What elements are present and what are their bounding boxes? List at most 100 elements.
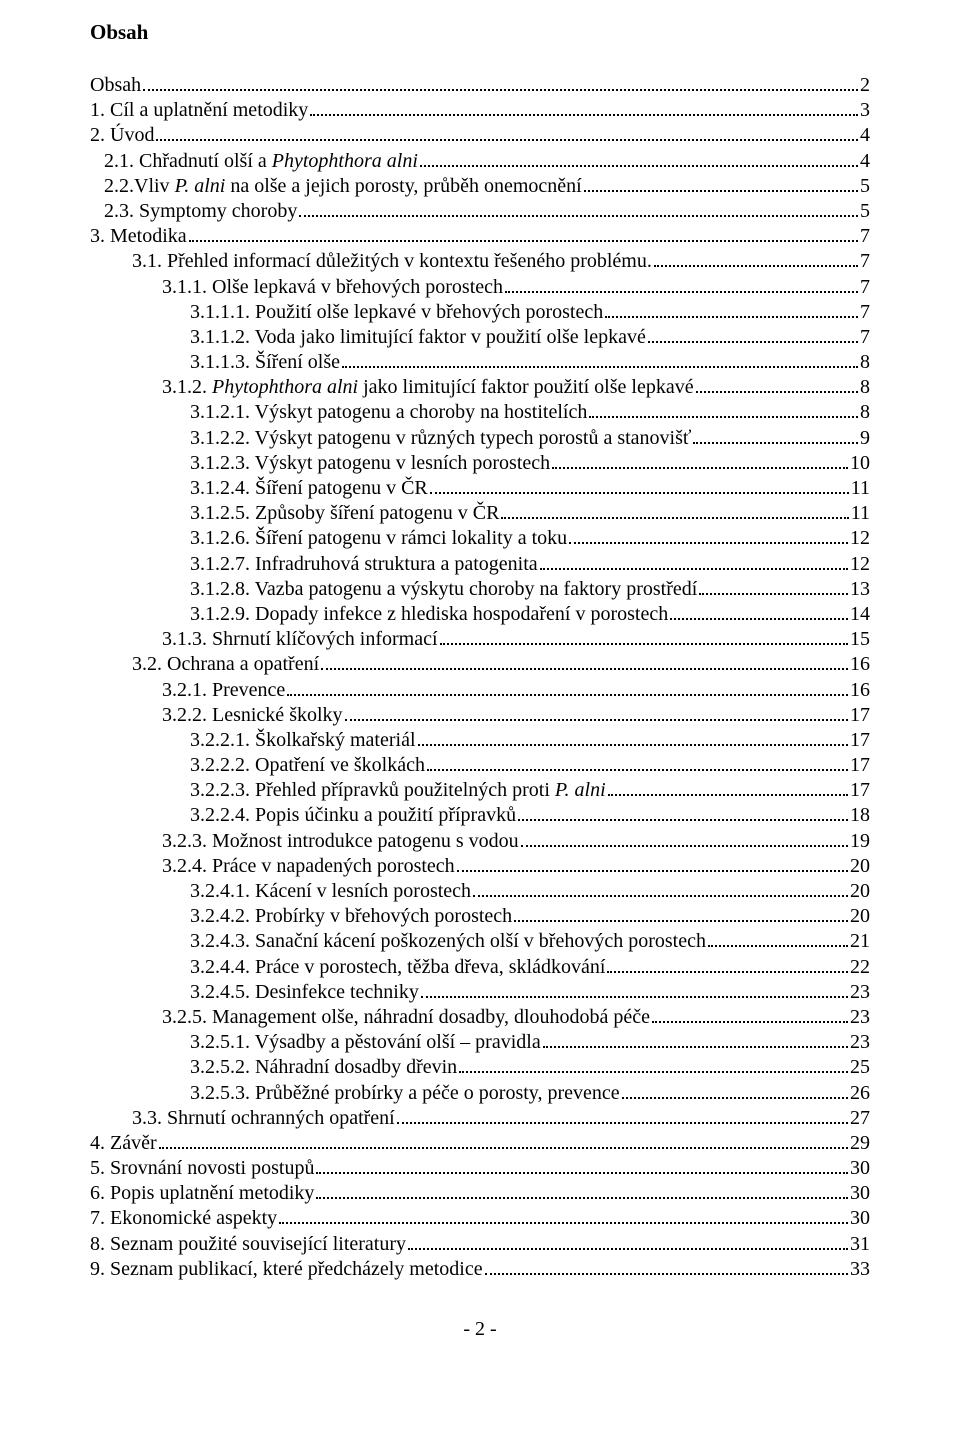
toc-entry-label: 3.1.2.5. Způsoby šíření patogenu v ČR: [190, 501, 499, 526]
toc-entry-page: 21: [850, 929, 870, 954]
toc-entry-label: 3.2.5.1. Výsadby a pěstování olší – prav…: [190, 1030, 541, 1055]
toc-entry: 3.1.2.8. Vazba patogenu a výskytu chorob…: [90, 577, 870, 602]
toc-entry-page: 4: [860, 123, 870, 148]
toc-entry: 3.1.2.7. Infradruhová struktura a patoge…: [90, 552, 870, 577]
toc-entry-label: 3.2.2.4. Popis účinku a použití přípravk…: [190, 803, 516, 828]
toc-entry-label: 3.1.2.1. Výskyt patogenu a choroby na ho…: [190, 400, 587, 425]
toc-entry-label: 3.2.4. Práce v napadených porostech: [162, 854, 455, 879]
toc-entry-page: 9: [860, 426, 870, 451]
toc-entry-label: 7. Ekonomické aspekty: [90, 1206, 277, 1231]
toc-leader-dots: [310, 114, 858, 116]
toc-entry: 3.2.1. Prevence16: [90, 678, 870, 703]
toc-entry-label: 1. Cíl a uplatnění metodiky: [90, 98, 308, 123]
toc-leader-dots: [321, 668, 848, 670]
toc-entry-label: 5. Srovnání novosti postupů: [90, 1156, 314, 1181]
toc-entry-label: 3.2.3. Možnost introdukce patogenu s vod…: [162, 829, 519, 854]
toc-entry: 3.1.3. Shrnutí klíčových informací 15: [90, 627, 870, 652]
toc-entry-page: 17: [850, 703, 870, 728]
toc-entry: 3.2.2.2. Opatření ve školkách17: [90, 753, 870, 778]
toc-entry: 3.2.2.1. Školkařský materiál 17: [90, 728, 870, 753]
toc-entry: Obsah2: [90, 73, 870, 98]
page-number-footer: - 2 -: [90, 1318, 870, 1341]
toc-entry: 3.2.5.1. Výsadby a pěstování olší – prav…: [90, 1030, 870, 1055]
toc-entry-label: 3.1.1.3. Šíření olše: [190, 350, 340, 375]
toc-entry: 3.2. Ochrana a opatření16: [90, 652, 870, 677]
toc-entry: 3.1.2.6. Šíření patogenu v rámci lokalit…: [90, 526, 870, 551]
toc-entry-page: 5: [860, 174, 870, 199]
toc-leader-dots: [418, 744, 848, 746]
toc-entry-label: 2.3. Symptomy choroby: [104, 199, 297, 224]
page-title: Obsah: [90, 20, 870, 45]
toc-entry: 3.2.2. Lesnické školky17: [90, 703, 870, 728]
toc-entry-page: 11: [851, 476, 870, 501]
toc-entry-label: 3.1.1. Olše lepkavá v břehových porostec…: [162, 275, 503, 300]
toc-entry: 3.2.4.1. Kácení v lesních porostech20: [90, 879, 870, 904]
toc-leader-dots: [540, 568, 848, 570]
toc-entry-page: 11: [851, 501, 870, 526]
toc-entry-page: 7: [860, 325, 870, 350]
toc-entry-label: 3.2.2.1. Školkařský materiál: [190, 728, 416, 753]
toc-entry-label: 3.1.2.2. Výskyt patogenu v různých typec…: [190, 426, 691, 451]
toc-entry-page: 7: [860, 249, 870, 274]
toc-entry: 3.1.1.2. Voda jako limitující faktor v p…: [90, 325, 870, 350]
toc-entry: 3.1.2. Phytophthora alni jako limitující…: [90, 375, 870, 400]
toc-entry: 8. Seznam použité související literatury…: [90, 1232, 870, 1257]
toc-leader-dots: [342, 366, 858, 368]
toc-entry-page: 8: [860, 400, 870, 425]
toc-entry-label: 3.2.4.4. Práce v porostech, těžba dřeva,…: [190, 955, 605, 980]
toc-entry-page: 15: [850, 627, 870, 652]
toc-leader-dots: [693, 442, 858, 444]
toc-entry: 3.1.1.1. Použití olše lepkavé v břehovýc…: [90, 300, 870, 325]
toc-entry: 3.1. Přehled informací důležitých v kont…: [90, 249, 870, 274]
toc-entry-label: 3.2.5. Management olše, náhradní dosadby…: [162, 1005, 650, 1030]
toc-entry-label: 3.1.1.1. Použití olše lepkavé v břehovýc…: [190, 300, 603, 325]
toc-entry: 3.2.3. Možnost introdukce patogenu s vod…: [90, 829, 870, 854]
toc-entry-page: 31: [850, 1232, 870, 1257]
toc-entry: 3.2.2.4. Popis účinku a použití přípravk…: [90, 803, 870, 828]
toc-entry-page: 12: [850, 526, 870, 551]
toc-entry-label: 3.1.2.7. Infradruhová struktura a patoge…: [190, 552, 538, 577]
toc-entry-page: 17: [850, 728, 870, 753]
toc-entry: 6. Popis uplatnění metodiky30: [90, 1181, 870, 1206]
toc-entry-label: 3.1.2.6. Šíření patogenu v rámci lokalit…: [190, 526, 567, 551]
toc-entry-page: 16: [850, 652, 870, 677]
toc-leader-dots: [505, 291, 858, 293]
toc-entry-page: 7: [860, 224, 870, 249]
toc-leader-dots: [420, 165, 858, 167]
toc-entry-page: 23: [850, 980, 870, 1005]
toc-entry-page: 18: [850, 803, 870, 828]
toc-leader-dots: [189, 240, 858, 242]
toc-leader-dots: [654, 265, 858, 267]
toc-entry-label: 3.1.3. Shrnutí klíčových informací: [162, 627, 438, 652]
toc-entry-page: 4: [860, 149, 870, 174]
toc-entry-page: 25: [850, 1055, 870, 1080]
toc-leader-dots: [699, 593, 848, 595]
toc-leader-dots: [457, 870, 848, 872]
toc-entry-page: 14: [850, 602, 870, 627]
toc-leader-dots: [584, 190, 858, 192]
toc-entry: 3.1.2.9. Dopady infekce z hlediska hospo…: [90, 602, 870, 627]
toc-entry: 3.2.4.2. Probírky v břehových porostech2…: [90, 904, 870, 929]
toc-entry-page: 22: [850, 955, 870, 980]
toc-entry-label: 3.1.2.9. Dopady infekce z hlediska hospo…: [190, 602, 668, 627]
toc-entry-label: 3.1.2.8. Vazba patogenu a výskytu chorob…: [190, 577, 697, 602]
toc-entry-label: 3.1. Přehled informací důležitých v kont…: [132, 249, 652, 274]
toc-leader-dots: [345, 719, 848, 721]
toc-leader-dots: [440, 643, 848, 645]
toc-entry-page: 3: [860, 98, 870, 123]
toc-entry-label: 3.2.4.5. Desinfekce techniky: [190, 980, 419, 1005]
toc-leader-dots: [518, 819, 848, 821]
toc-entry: 3.1.1.3. Šíření olše8: [90, 350, 870, 375]
toc-leader-dots: [608, 794, 848, 796]
toc-entry-label: 3. Metodika: [90, 224, 187, 249]
toc-entry: 3.1.2.2. Výskyt patogenu v různých typec…: [90, 426, 870, 451]
toc-entry: 5. Srovnání novosti postupů30: [90, 1156, 870, 1181]
toc-entry: 1. Cíl a uplatnění metodiky 3: [90, 98, 870, 123]
toc-entry: 3.2.5. Management olše, náhradní dosadby…: [90, 1005, 870, 1030]
toc-entry-label: 2.1. Chřadnutí olší a Phytophthora alni: [104, 149, 418, 174]
toc-entry-page: 23: [850, 1030, 870, 1055]
toc-entry-page: 13: [850, 577, 870, 602]
toc-entry-label: 3.1.2.4. Šíření patogenu v ČR: [190, 476, 428, 501]
toc-entry-label: 3.2.2.2. Opatření ve školkách: [190, 753, 425, 778]
toc-entry-label: 3.2.2.3. Přehled přípravků použitelných …: [190, 778, 606, 803]
